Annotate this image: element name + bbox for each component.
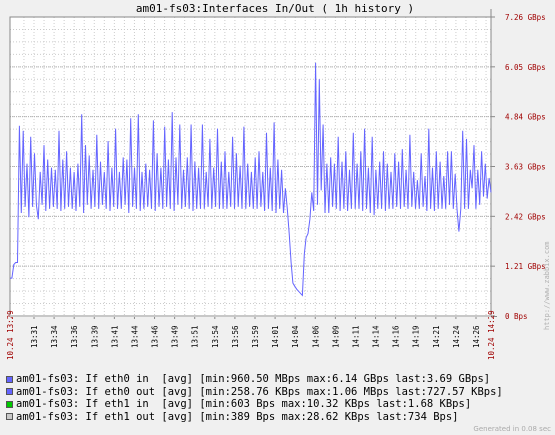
y-tick-label: 4.84 GBps (505, 113, 546, 122)
x-tick-label: 14:04 (291, 325, 300, 348)
x-tick-label: 14:06 (311, 325, 320, 348)
x-tick-label: 13:36 (70, 325, 79, 348)
x-tick-label: 13:46 (151, 325, 160, 348)
y-tick-label: 2.42 GBps (505, 212, 546, 221)
legend-swatch (6, 400, 13, 408)
x-tick-label: 14:09 (331, 325, 340, 348)
zabbix-watermark: http://www.zabbix.com (543, 241, 551, 330)
x-tick-label: 13:51 (191, 325, 200, 348)
x-tick-label: 14:01 (271, 325, 280, 348)
x-tick-label: 13:31 (30, 325, 39, 348)
x-tick-label: 13:34 (50, 325, 59, 348)
y-tick-label: 1.21 GBps (505, 262, 546, 271)
legend-swatch (6, 375, 13, 383)
chart-title: am01-fs03:Interfaces In/Out ( 1h history… (136, 2, 414, 15)
legend-swatch (6, 388, 13, 396)
x-tick-label: 14:19 (412, 325, 421, 348)
x-tick-label: 13:56 (231, 325, 240, 348)
x-tick-label: 13:49 (171, 325, 180, 348)
x-tick-label: 13:44 (130, 325, 139, 348)
x-tick-label: 13:41 (110, 325, 119, 348)
legend-label: am01-fs03: If eth0 in [avg] [min:960.50 … (16, 373, 491, 385)
legend-label: am01-fs03: If eth1 out [avg] [min:389 Bp… (16, 410, 459, 423)
series-line-0 (10, 62, 492, 297)
x-start-label: 10.24 13:29 (6, 310, 15, 360)
y-tick-label: 6.05 GBps (505, 63, 546, 72)
x-tick-label: 14:14 (372, 325, 381, 348)
x-tick-label: 14:16 (392, 325, 401, 348)
legend-swatch (6, 413, 13, 421)
legend-entry: am01-fs03: If eth1 out [avg] [min:389 Bp… (6, 411, 503, 424)
x-tick-label: 14:11 (351, 325, 360, 348)
y-tick-label: 0 Bps (505, 312, 528, 321)
x-tick-label: 13:59 (251, 325, 260, 348)
footer-generated-time: Generated in 0.08 sec (473, 425, 551, 433)
x-tick-label: 14:21 (432, 325, 441, 348)
x-tick-label: 13:39 (90, 325, 99, 348)
legend-label: am01-fs03: If eth0 out [avg] [min:258.76… (16, 385, 503, 398)
legend-entry: am01-fs03: If eth0 in [avg] [min:960.50 … (6, 373, 503, 386)
legend-entry: am01-fs03: If eth0 out [avg] [min:258.76… (6, 386, 503, 399)
y-tick-label: 7.26 GBps (505, 13, 546, 22)
y-tick-label: 3.63 GBps (505, 163, 546, 172)
legend-entry: am01-fs03: If eth1 in [avg] [min:603 Bps… (6, 398, 503, 411)
x-end-label: 10.24 14:29 (487, 310, 496, 360)
legend-label: am01-fs03: If eth1 in [avg] [min:603 Bps… (16, 398, 472, 410)
x-tick-label: 14:26 (472, 325, 481, 348)
x-tick-label: 14:24 (452, 325, 461, 348)
legend: am01-fs03: If eth0 in [avg] [min:960.50 … (6, 373, 503, 423)
x-tick-label: 13:54 (211, 325, 220, 348)
